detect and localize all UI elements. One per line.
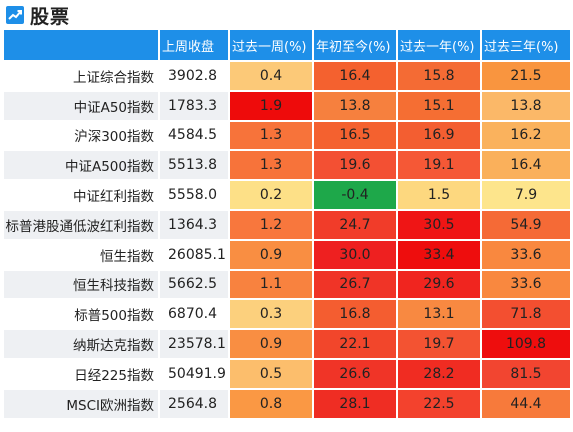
three-year-change-cell: 81.5	[482, 357, 570, 388]
ytd-change-cell: 26.6	[314, 357, 398, 388]
one-year-change-cell: 13.1	[398, 298, 482, 329]
week-change-cell: 0.2	[230, 179, 314, 209]
index-name-cell: 中证红利指数	[4, 179, 160, 209]
table-row: 中证红利指数 5558.0 0.2 -0.4 1.5 7.9	[4, 179, 570, 209]
week-change-cell: 1.3	[230, 149, 314, 180]
index-name-cell: MSCI欧洲指数	[4, 387, 160, 418]
one-year-change-cell: 28.2	[398, 357, 482, 388]
trending-up-icon	[6, 6, 24, 24]
one-year-change-cell: 16.9	[398, 119, 482, 150]
table-header-row: 上周收盘 过去一周(%) 年初至今(%) 过去一年(%) 过去三年(%)	[4, 30, 570, 60]
column-header-three-year: 过去三年(%)	[482, 30, 570, 60]
three-year-change-cell: 16.4	[482, 149, 570, 180]
last-close-cell: 50491.9	[160, 357, 230, 388]
index-name-cell: 中证A500指数	[4, 149, 160, 180]
index-name-cell: 沪深300指数	[4, 119, 160, 150]
three-year-change-cell: 13.8	[482, 89, 570, 120]
one-year-change-cell: 19.7	[398, 328, 482, 358]
stock-index-table: 上周收盘 过去一周(%) 年初至今(%) 过去一年(%) 过去三年(%) 上证综…	[4, 30, 570, 418]
three-year-change-cell: 33.6	[482, 238, 570, 269]
three-year-change-cell: 7.9	[482, 179, 570, 209]
index-name-cell: 标普港股通低波红利指数	[4, 208, 160, 239]
one-year-change-cell: 30.5	[398, 208, 482, 239]
table-row: 沪深300指数 4584.5 1.3 16.5 16.9 16.2	[4, 119, 570, 150]
index-name-cell: 上证综合指数	[4, 60, 160, 90]
last-close-cell: 1783.3	[160, 89, 230, 120]
ytd-change-cell: 22.1	[314, 328, 398, 358]
week-change-cell: 0.4	[230, 60, 314, 90]
last-close-cell: 5513.8	[160, 149, 230, 180]
one-year-change-cell: 1.5	[398, 179, 482, 209]
week-change-cell: 1.9	[230, 89, 314, 120]
three-year-change-cell: 71.8	[482, 298, 570, 329]
last-close-cell: 4584.5	[160, 119, 230, 150]
one-year-change-cell: 15.8	[398, 60, 482, 90]
one-year-change-cell: 33.4	[398, 238, 482, 269]
index-name-cell: 纳斯达克指数	[4, 328, 160, 358]
week-change-cell: 0.8	[230, 387, 314, 418]
index-name-cell: 标普500指数	[4, 298, 160, 329]
table-row: 标普500指数 6870.4 0.3 16.8 13.1 71.8	[4, 298, 570, 329]
table-row: 纳斯达克指数 23578.1 0.9 22.1 19.7 109.8	[4, 328, 570, 358]
ytd-change-cell: -0.4	[314, 179, 398, 209]
index-name-cell: 恒生科技指数	[4, 268, 160, 299]
last-close-cell: 2564.8	[160, 387, 230, 418]
ytd-change-cell: 28.1	[314, 387, 398, 418]
week-change-cell: 0.5	[230, 357, 314, 388]
week-change-cell: 0.9	[230, 328, 314, 358]
week-change-cell: 1.3	[230, 119, 314, 150]
three-year-change-cell: 44.4	[482, 387, 570, 418]
one-year-change-cell: 15.1	[398, 89, 482, 120]
table-row: 中证A500指数 5513.8 1.3 19.6 19.1 16.4	[4, 149, 570, 180]
table-body: 上证综合指数 3902.8 0.4 16.4 15.8 21.5 中证A50指数 1783.3…	[4, 60, 570, 418]
column-header-one-year: 过去一年(%)	[398, 30, 482, 60]
last-close-cell: 6870.4	[160, 298, 230, 329]
last-close-cell: 5558.0	[160, 179, 230, 209]
table-row: 中证A50指数 1783.3 1.9 13.8 15.1 13.8	[4, 89, 570, 120]
one-year-change-cell: 19.1	[398, 149, 482, 180]
ytd-change-cell: 16.8	[314, 298, 398, 329]
column-header-name	[4, 30, 160, 60]
last-close-cell: 23578.1	[160, 328, 230, 358]
table-row: MSCI欧洲指数 2564.8 0.8 28.1 22.5 44.4	[4, 387, 570, 418]
index-name-cell: 中证A50指数	[4, 89, 160, 120]
ytd-change-cell: 24.7	[314, 208, 398, 239]
one-year-change-cell: 29.6	[398, 268, 482, 299]
column-header-week: 过去一周(%)	[230, 30, 314, 60]
three-year-change-cell: 16.2	[482, 119, 570, 150]
section-title: 股票	[30, 5, 71, 28]
column-header-ytd: 年初至今(%)	[314, 30, 398, 60]
three-year-change-cell: 109.8	[482, 328, 570, 358]
column-header-close: 上周收盘	[160, 30, 230, 60]
last-close-cell: 3902.8	[160, 60, 230, 90]
table-row: 标普港股通低波红利指数 1364.3 1.2 24.7 30.5 54.9	[4, 208, 570, 239]
last-close-cell: 5662.5	[160, 268, 230, 299]
three-year-change-cell: 54.9	[482, 208, 570, 239]
ytd-change-cell: 16.5	[314, 119, 398, 150]
week-change-cell: 1.2	[230, 208, 314, 239]
week-change-cell: 1.1	[230, 268, 314, 299]
table-row: 日经225指数 50491.9 0.5 26.6 28.2 81.5	[4, 357, 570, 388]
ytd-change-cell: 13.8	[314, 89, 398, 120]
ytd-change-cell: 26.7	[314, 268, 398, 299]
table-row: 恒生指数 26085.1 0.9 30.0 33.4 33.6	[4, 238, 570, 269]
one-year-change-cell: 22.5	[398, 387, 482, 418]
table-row: 上证综合指数 3902.8 0.4 16.4 15.8 21.5	[4, 60, 570, 90]
three-year-change-cell: 33.6	[482, 268, 570, 299]
index-name-cell: 日经225指数	[4, 357, 160, 388]
three-year-change-cell: 21.5	[482, 60, 570, 90]
last-close-cell: 1364.3	[160, 208, 230, 239]
section-header: 股票	[0, 0, 573, 30]
week-change-cell: 0.9	[230, 238, 314, 269]
last-close-cell: 26085.1	[160, 238, 230, 269]
ytd-change-cell: 30.0	[314, 238, 398, 269]
index-name-cell: 恒生指数	[4, 238, 160, 269]
table-row: 恒生科技指数 5662.5 1.1 26.7 29.6 33.6	[4, 268, 570, 299]
ytd-change-cell: 19.6	[314, 149, 398, 180]
week-change-cell: 0.3	[230, 298, 314, 329]
ytd-change-cell: 16.4	[314, 60, 398, 90]
